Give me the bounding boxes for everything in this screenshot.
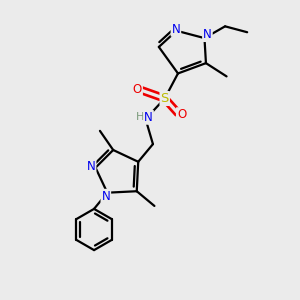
Text: O: O (177, 108, 186, 121)
Text: N: N (87, 160, 95, 173)
Text: N: N (203, 28, 212, 41)
Text: O: O (133, 82, 142, 95)
Text: N: N (172, 23, 180, 36)
Text: N: N (101, 190, 110, 203)
Text: S: S (160, 92, 169, 105)
Text: N: N (144, 111, 153, 124)
Text: H: H (136, 112, 145, 122)
